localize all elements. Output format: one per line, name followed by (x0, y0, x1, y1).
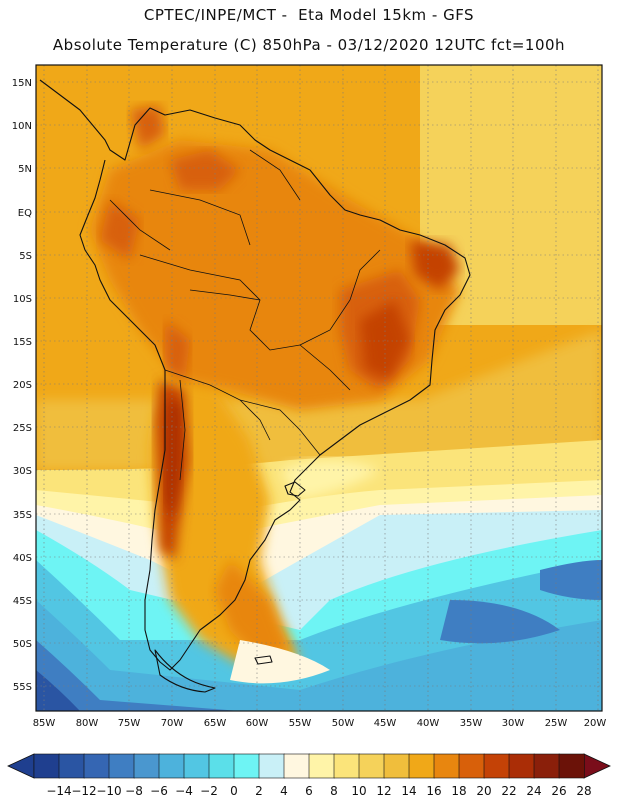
colorbar-swatch (83, 753, 110, 779)
lon-label: 80W (76, 718, 99, 729)
colorbar-swatch (508, 753, 535, 779)
colorbar-swatch (283, 753, 310, 779)
colorbar-swatch (158, 753, 185, 779)
colorbar-swatch (33, 753, 60, 779)
coastline (39, 79, 471, 693)
lat-label: 10S (13, 294, 32, 305)
colorbar-swatch (483, 753, 510, 779)
colorbar-swatch (58, 753, 85, 779)
colorbar-label: −14 (46, 784, 71, 798)
lat-label: 25S (13, 423, 32, 434)
lat-label: 5N (18, 164, 32, 175)
colorbar-label: −10 (96, 784, 121, 798)
lon-label: 65W (204, 718, 227, 729)
colorbar-label: 4 (280, 784, 288, 798)
lon-label: 20W (584, 718, 607, 729)
colorbar-swatch (258, 753, 285, 779)
lat-label: 20S (13, 380, 32, 391)
colorbar-label: −6 (150, 784, 168, 798)
colorbar-label: 8 (330, 784, 338, 798)
colorbar-swatch (358, 753, 385, 779)
lat-label: 35S (13, 510, 32, 521)
colorbar-label: 12 (376, 784, 391, 798)
colorbar-swatch (558, 753, 585, 779)
lon-label: 35W (460, 718, 483, 729)
colorbar-swatch (108, 753, 135, 779)
lat-label: 55S (13, 682, 32, 693)
colorbar-swatch (308, 753, 335, 779)
longitude-labels: 85W 80W 75W 70W 65W 60W 55W 50W 45W 40W … (33, 718, 607, 729)
lat-label: EQ (18, 208, 32, 219)
latitude-labels: 15N 10N 5N EQ 5S 10S 15S 20S 25S 30S 35S… (12, 78, 32, 693)
lon-label: 85W (33, 718, 56, 729)
colorbar-left-arrow (7, 753, 35, 779)
colorbar-label: 16 (426, 784, 441, 798)
colorbar-label: 20 (476, 784, 491, 798)
lat-label: 40S (13, 553, 32, 564)
lat-label: 50S (13, 639, 32, 650)
lon-label: 75W (118, 718, 141, 729)
colorbar-label: 10 (351, 784, 366, 798)
colorbar-swatch (533, 753, 560, 779)
colorbar-label: −4 (175, 784, 193, 798)
lon-label: 55W (289, 718, 312, 729)
title-line-2: Absolute Temperature (C) 850hPa - 03/12/… (52, 36, 566, 54)
colorbar-label: 24 (526, 784, 541, 798)
colorbar-swatch (333, 753, 360, 779)
lat-label: 15N (12, 78, 32, 89)
lon-label: 40W (417, 718, 440, 729)
title-line-1: CPTEC/INPE/MCT - Eta Model 15km - GFS (143, 6, 475, 24)
colorbar-label: 14 (401, 784, 416, 798)
colorbar-label: 22 (501, 784, 516, 798)
lon-label: 50W (332, 718, 355, 729)
colorbar-swatch (408, 753, 435, 779)
colorbar-swatch (458, 753, 485, 779)
colorbar-swatch (233, 753, 260, 779)
colorbar-swatch (208, 753, 235, 779)
colorbar-swatch (133, 753, 160, 779)
lon-label: 30W (502, 718, 525, 729)
colorbar-label: 18 (451, 784, 466, 798)
colorbar-label: −12 (71, 784, 96, 798)
lon-label: 60W (246, 718, 269, 729)
colorbar-swatch (383, 753, 410, 779)
colorbar-label: 2 (255, 784, 263, 798)
colorbar-label: 6 (305, 784, 313, 798)
lat-label: 5S (19, 251, 32, 262)
lon-label: 25W (545, 718, 568, 729)
lat-label: 15S (13, 337, 32, 348)
colorbar: −14 −12 −10 −8 −6 −4 −2 0 2 4 6 8 10 12 14 16 18 20 22 24 26… (7, 753, 611, 798)
colorbar-label: 0 (230, 784, 238, 798)
colorbar-swatch (433, 753, 460, 779)
country-borders (109, 149, 381, 481)
lon-label: 45W (374, 718, 397, 729)
colorbar-label: −2 (200, 784, 218, 798)
lon-label: 70W (161, 718, 184, 729)
colorbar-label: 26 (551, 784, 566, 798)
colorbar-right-arrow (583, 753, 611, 779)
temperature-field (36, 65, 602, 711)
lat-label: 30S (13, 466, 32, 477)
lat-label: 45S (13, 596, 32, 607)
lat-label: 10N (12, 121, 32, 132)
colorbar-label: −8 (125, 784, 143, 798)
colorbar-swatch (183, 753, 210, 779)
colorbar-label: 28 (576, 784, 591, 798)
